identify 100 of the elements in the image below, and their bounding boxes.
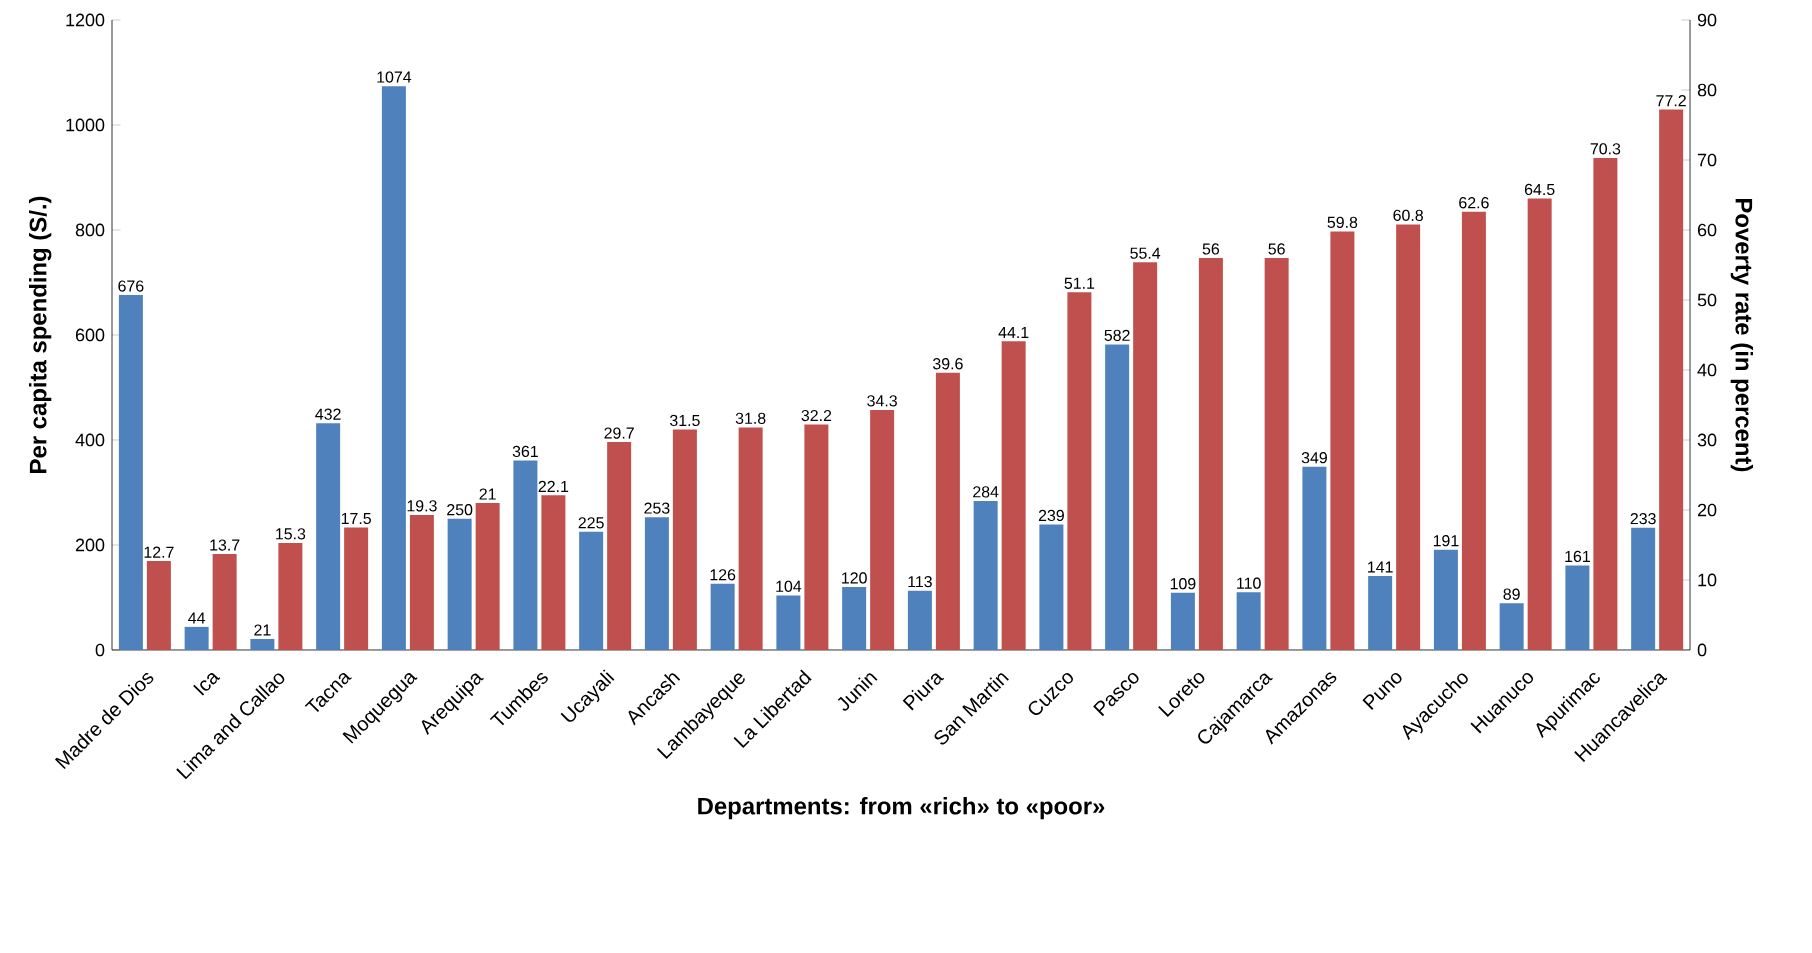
data-label: 113	[908, 575, 932, 588]
bar	[344, 527, 369, 650]
data-label: 51.1	[1064, 277, 1095, 289]
data-label: 17.5	[341, 512, 371, 525]
bar	[1170, 592, 1195, 650]
bar	[1565, 565, 1590, 650]
bar	[870, 409, 895, 650]
data-label: 44.1	[998, 326, 1029, 338]
data-label: 253	[644, 502, 670, 514]
data-label: 120	[842, 572, 867, 584]
data-label: 19.3	[407, 500, 437, 512]
bar	[1461, 211, 1486, 650]
bar	[1236, 592, 1261, 650]
y-tick-label: 0	[95, 643, 105, 657]
bar	[804, 424, 829, 650]
data-label: 62.6	[1459, 197, 1489, 209]
data-label: 44	[188, 612, 206, 624]
bar	[212, 554, 237, 650]
bar	[118, 295, 143, 650]
data-label: 12.7	[144, 546, 174, 558]
data-label: 59.8	[1327, 216, 1358, 228]
y-axis-title: Per capita spending (S/.)	[29, 196, 52, 473]
bar	[1105, 344, 1130, 650]
data-label: 191	[1433, 535, 1459, 547]
data-label: 64.5	[1524, 183, 1555, 196]
data-label: 55.4	[1130, 247, 1161, 259]
y2-axis-title: Poverty rate (in percent)	[1730, 199, 1753, 472]
data-label: 676	[118, 280, 144, 292]
bar	[1368, 575, 1393, 650]
bar	[541, 495, 566, 650]
bar	[1264, 257, 1289, 650]
y-tick-label: 1200	[66, 13, 105, 27]
bar	[381, 86, 406, 650]
data-label: 39.6	[932, 358, 963, 370]
data-label: 432	[315, 408, 341, 420]
data-label: 89	[1503, 588, 1520, 600]
data-label: 104	[776, 580, 802, 592]
data-label: 31.8	[735, 412, 766, 424]
data-label: 161	[1565, 550, 1590, 563]
data-label: 70.3	[1590, 143, 1621, 155]
data-label: 56	[1202, 243, 1220, 255]
bar	[475, 502, 500, 650]
data-label: 110	[1237, 577, 1261, 589]
data-label: 1074	[377, 71, 412, 83]
bar	[1067, 292, 1092, 650]
bar	[973, 500, 998, 650]
y2-tick-label: 30	[1697, 433, 1717, 447]
bar	[1631, 527, 1656, 650]
bar	[184, 626, 209, 650]
bar	[1499, 603, 1524, 650]
data-label: 109	[1170, 578, 1196, 590]
bar	[1198, 257, 1223, 650]
data-label: 56	[1268, 243, 1285, 255]
bar	[1527, 198, 1552, 650]
data-label: 32.2	[801, 409, 832, 422]
bar	[278, 542, 303, 650]
y2-tick-label: 10	[1698, 573, 1717, 587]
y2-tick-label: 60	[1697, 223, 1717, 237]
data-label: 284	[973, 486, 999, 498]
bar	[1593, 157, 1618, 650]
y2-tick-label: 40	[1697, 363, 1717, 377]
bar	[1433, 549, 1458, 650]
bar	[1659, 109, 1684, 650]
data-label: 31.5	[669, 414, 700, 427]
bar	[842, 586, 867, 650]
data-label: 22.1	[538, 480, 569, 492]
bar	[935, 372, 960, 650]
bar	[409, 514, 434, 650]
bar	[1330, 231, 1355, 650]
y2-tick-label: 90	[1697, 13, 1717, 27]
data-label: 225	[578, 517, 604, 529]
y2-tick-label: 80	[1697, 83, 1717, 97]
bar	[644, 517, 669, 650]
data-label: 13.7	[210, 539, 240, 551]
data-label: 21	[479, 488, 496, 500]
y-tick-label: 1000	[66, 118, 105, 132]
y-tick-label: 400	[75, 433, 105, 447]
data-label: 250	[447, 504, 473, 516]
bar	[579, 531, 604, 650]
y2-tick-label: 70	[1697, 153, 1717, 167]
bar	[316, 423, 341, 650]
bar	[250, 638, 275, 650]
bar	[907, 590, 932, 650]
bar	[776, 595, 801, 650]
data-label: 141	[1368, 561, 1393, 573]
bar	[1396, 224, 1421, 650]
y2-tick-label: 50	[1697, 293, 1717, 307]
data-label: 361	[512, 445, 538, 458]
data-label: 60.8	[1393, 209, 1423, 221]
bar	[738, 427, 763, 650]
bar	[607, 442, 632, 650]
bar	[146, 561, 171, 650]
bar	[447, 518, 472, 650]
y-tick-label: 800	[75, 223, 105, 237]
data-label: 34.3	[867, 395, 897, 407]
bar	[1133, 262, 1158, 650]
data-label: 582	[1104, 329, 1130, 342]
data-label: 239	[1038, 509, 1064, 522]
data-label: 29.7	[604, 427, 634, 439]
data-label: 233	[1630, 512, 1656, 525]
